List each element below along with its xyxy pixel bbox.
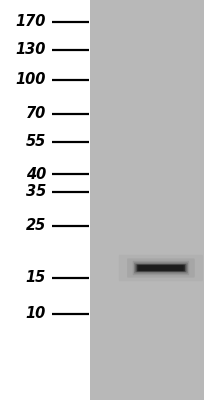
Text: 130: 130 [16, 42, 46, 58]
Text: 70: 70 [26, 106, 46, 122]
Text: 55: 55 [26, 134, 46, 150]
FancyBboxPatch shape [136, 265, 184, 271]
Text: 10: 10 [26, 306, 46, 322]
Text: 25: 25 [26, 218, 46, 234]
Text: 170: 170 [16, 14, 46, 30]
FancyBboxPatch shape [133, 262, 187, 274]
FancyBboxPatch shape [137, 265, 183, 271]
Text: 15: 15 [26, 270, 46, 286]
FancyBboxPatch shape [135, 264, 186, 272]
Text: 40: 40 [26, 166, 46, 182]
Text: 35: 35 [26, 184, 46, 200]
Text: 100: 100 [16, 72, 46, 88]
Bar [0, 0, 90, 400]
FancyBboxPatch shape [126, 258, 194, 278]
FancyBboxPatch shape [132, 261, 188, 275]
